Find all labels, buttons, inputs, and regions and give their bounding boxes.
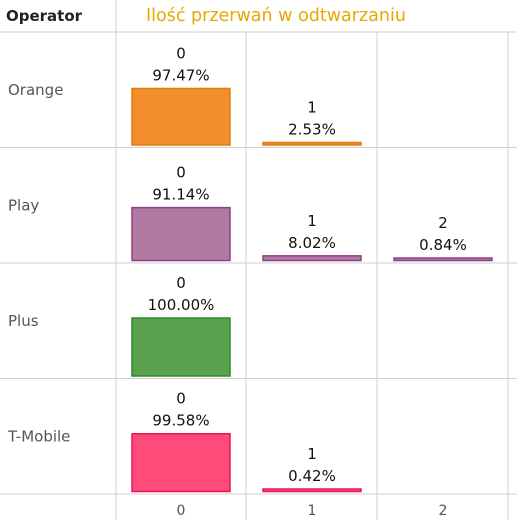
bar-category-label: 1 [307,212,317,230]
bar [131,206,231,262]
bar [131,87,231,146]
bar-category-label: 1 [307,445,317,463]
x-tick-label: 1 [308,503,317,519]
bar-category-label: 0 [176,274,186,292]
bar [131,432,231,493]
bar [262,255,362,262]
bar [262,141,362,146]
bar-category-label: 0 [176,164,186,182]
bar-value-label: 99.58% [152,412,209,430]
row-label: Orange [8,81,63,99]
bar-value-label: 100.00% [148,296,215,314]
chart-title: Ilość przerwań w odtwarzaniu [146,6,406,26]
bar-value-label: 97.47% [152,66,209,84]
bar [393,257,493,262]
bar-value-label: 0.42% [288,467,336,485]
column-header-operator: Operator [6,7,83,25]
bar-category-label: 0 [176,390,186,408]
row-label: T-Mobile [7,428,70,446]
row-orange: Orange 0 97.47% 1 2.53% [8,44,362,146]
x-axis-ticks: 0 1 2 [177,503,448,519]
bar-value-label: 8.02% [288,234,336,252]
bar-value-label: 2.53% [288,121,336,139]
bar-category-label: 0 [176,44,186,62]
x-tick-label: 2 [439,503,448,519]
bar-category-label: 2 [438,214,448,232]
bar [131,317,231,377]
row-t-mobile: T-Mobile 0 99.58% 1 0.42% [7,390,362,493]
bar-category-label: 1 [307,99,317,117]
row-label: Plus [8,312,39,330]
row-play: Play 0 91.14% 1 8.02% 2 0.84% [8,164,493,262]
bar-value-label: 0.84% [419,236,467,254]
bar [262,488,362,493]
bar-value-label: 91.14% [152,186,209,204]
row-plus: Plus 0 100.00% [8,274,231,377]
x-tick-label: 0 [177,503,186,519]
chart-rows: Orange 0 97.47% 1 2.53% Play 0 91.14% 1 8.02% 2 0.8… [7,44,493,493]
row-label: Play [8,197,39,215]
